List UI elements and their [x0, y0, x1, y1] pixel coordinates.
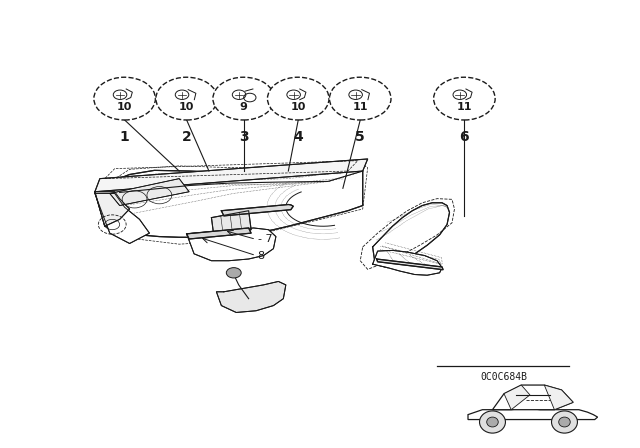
- Polygon shape: [216, 281, 286, 313]
- Polygon shape: [187, 228, 251, 239]
- Text: - 7: - 7: [257, 234, 272, 244]
- Polygon shape: [95, 194, 150, 244]
- Circle shape: [559, 417, 570, 427]
- Text: 4: 4: [293, 130, 303, 144]
- Text: 0C0C684B: 0C0C684B: [481, 372, 527, 382]
- Circle shape: [156, 77, 218, 120]
- Polygon shape: [95, 159, 367, 192]
- Text: 6: 6: [460, 130, 469, 144]
- Polygon shape: [376, 259, 443, 270]
- Text: 5: 5: [355, 130, 365, 144]
- Polygon shape: [211, 211, 251, 237]
- Circle shape: [486, 417, 498, 427]
- Text: 3: 3: [239, 130, 248, 144]
- Circle shape: [434, 77, 495, 120]
- Polygon shape: [493, 385, 573, 409]
- Polygon shape: [372, 250, 442, 275]
- Polygon shape: [504, 385, 530, 409]
- Text: 11: 11: [353, 102, 368, 112]
- Text: 10: 10: [179, 102, 195, 112]
- Polygon shape: [468, 409, 598, 419]
- Circle shape: [94, 77, 156, 120]
- Circle shape: [330, 77, 391, 120]
- Text: 9: 9: [240, 102, 248, 112]
- Circle shape: [479, 411, 506, 433]
- Circle shape: [213, 77, 275, 120]
- Circle shape: [227, 267, 241, 278]
- Text: 10: 10: [291, 102, 306, 112]
- Text: 8: 8: [257, 250, 265, 261]
- Text: 11: 11: [457, 102, 472, 112]
- Polygon shape: [544, 385, 573, 409]
- Polygon shape: [95, 192, 129, 226]
- Text: 1: 1: [120, 130, 129, 144]
- Circle shape: [552, 411, 577, 433]
- Polygon shape: [95, 167, 363, 237]
- Polygon shape: [110, 179, 189, 206]
- Text: 10: 10: [117, 102, 132, 112]
- Circle shape: [268, 77, 329, 120]
- Polygon shape: [187, 228, 276, 261]
- Polygon shape: [372, 203, 449, 267]
- Polygon shape: [221, 204, 293, 216]
- Text: 2: 2: [182, 130, 191, 144]
